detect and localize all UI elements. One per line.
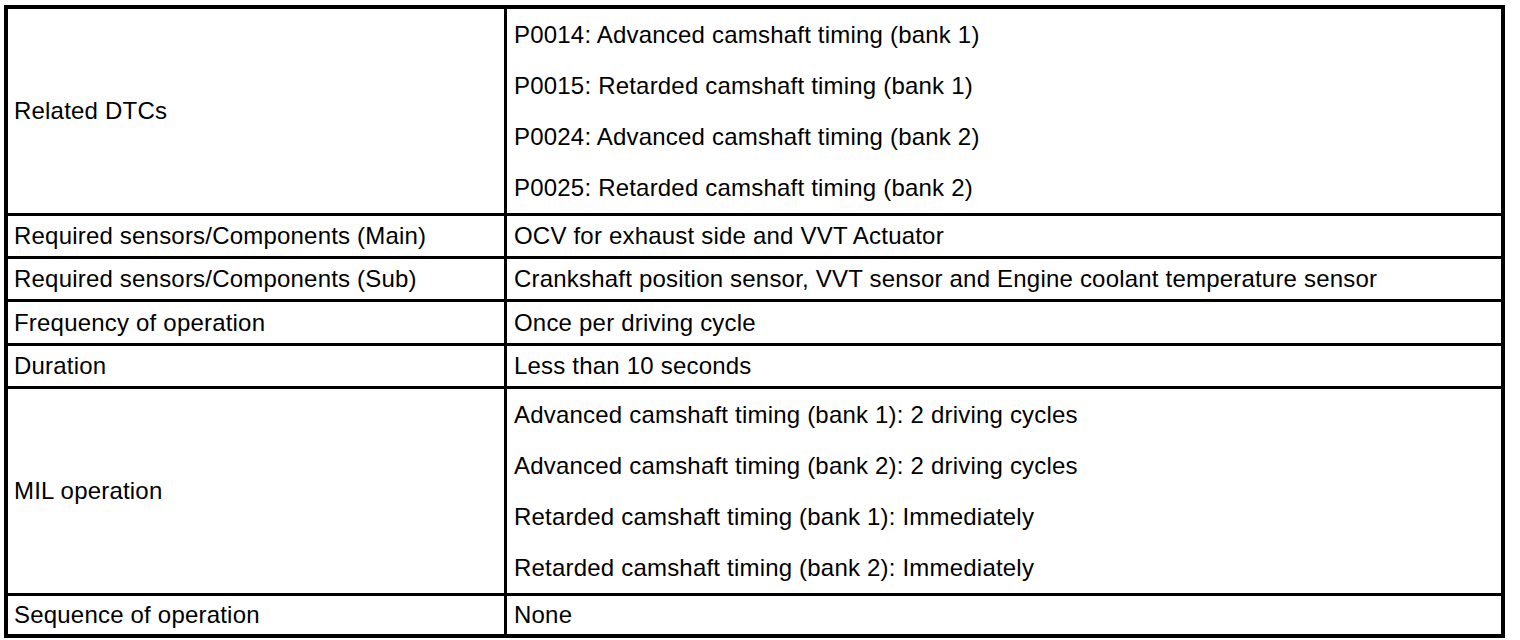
value-line: P0025: Retarded camshaft timing (bank 2)	[514, 162, 1497, 213]
row-label: Required sensors/Components (Sub)	[14, 265, 417, 292]
value-cell: P0014: Advanced camshaft timing (bank 1)…	[506, 7, 1504, 215]
label-cell: Sequence of operation	[6, 595, 506, 636]
table-row-sequence-of-operation: Sequence of operation None	[6, 595, 1503, 636]
value-line: Advanced camshaft timing (bank 2): 2 dri…	[514, 440, 1497, 491]
value-line: Once per driving cycle	[514, 309, 1497, 337]
row-label: Related DTCs	[14, 97, 167, 124]
value-line: Crankshaft position sensor, VVT sensor a…	[514, 265, 1497, 293]
label-cell: MIL operation	[6, 388, 506, 595]
label-cell: Related DTCs	[6, 7, 506, 215]
table-row-required-sensors-main: Required sensors/Components (Main) OCV f…	[6, 215, 1503, 258]
value-line: Retarded camshaft timing (bank 2): Immed…	[514, 542, 1497, 593]
label-cell: Required sensors/Components (Main)	[6, 215, 506, 258]
value-line: None	[514, 601, 1497, 629]
value-line: Advanced camshaft timing (bank 1): 2 dri…	[514, 389, 1497, 440]
row-label: MIL operation	[14, 477, 162, 504]
table-row-required-sensors-sub: Required sensors/Components (Sub) Cranks…	[6, 258, 1503, 301]
table-row-mil-operation: MIL operation Advanced camshaft timing (…	[6, 388, 1503, 595]
value-cell: Crankshaft position sensor, VVT sensor a…	[506, 258, 1504, 301]
value-line: P0024: Advanced camshaft timing (bank 2)	[514, 111, 1497, 162]
value-cell: None	[506, 595, 1504, 636]
row-label: Sequence of operation	[14, 601, 260, 628]
value-cell: Once per driving cycle	[506, 301, 1504, 345]
label-cell: Duration	[6, 345, 506, 388]
value-line: Retarded camshaft timing (bank 1): Immed…	[514, 491, 1497, 542]
value-cell: OCV for exhaust side and VVT Actuator	[506, 215, 1504, 258]
value-line: P0015: Retarded camshaft timing (bank 1)	[514, 60, 1497, 111]
row-label: Duration	[14, 352, 106, 379]
label-cell: Frequency of operation	[6, 301, 506, 345]
value-line: OCV for exhaust side and VVT Actuator	[514, 222, 1497, 250]
value-cell: Advanced camshaft timing (bank 1): 2 dri…	[506, 388, 1504, 595]
value-line: P0014: Advanced camshaft timing (bank 1)	[514, 9, 1497, 60]
table-row-frequency-of-operation: Frequency of operation Once per driving …	[6, 301, 1503, 345]
table-row-related-dtcs: Related DTCs P0014: Advanced camshaft ti…	[6, 7, 1503, 215]
dtc-spec-table: Related DTCs P0014: Advanced camshaft ti…	[4, 5, 1505, 638]
row-label: Frequency of operation	[14, 309, 265, 336]
table-row-duration: Duration Less than 10 seconds	[6, 345, 1503, 388]
label-cell: Required sensors/Components (Sub)	[6, 258, 506, 301]
value-cell: Less than 10 seconds	[506, 345, 1504, 388]
value-line: Less than 10 seconds	[514, 352, 1497, 380]
row-label: Required sensors/Components (Main)	[14, 222, 426, 249]
